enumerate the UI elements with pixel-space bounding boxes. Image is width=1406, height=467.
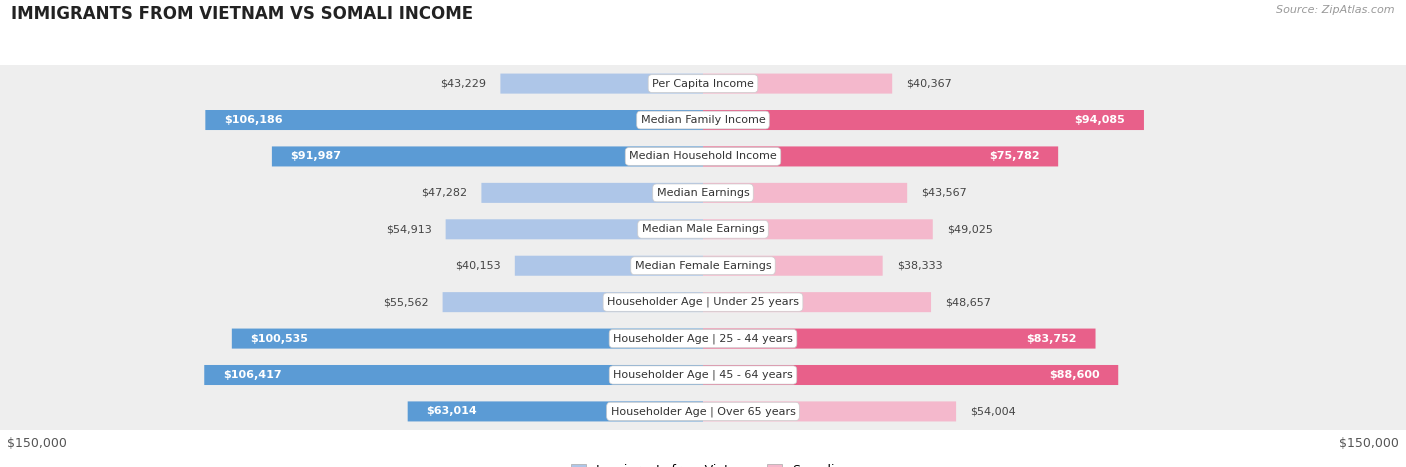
FancyBboxPatch shape [205,110,703,130]
Text: $100,535: $100,535 [250,333,308,344]
FancyBboxPatch shape [515,256,703,276]
Text: Householder Age | 45 - 64 years: Householder Age | 45 - 64 years [613,370,793,380]
Text: $43,229: $43,229 [440,78,486,89]
FancyBboxPatch shape [703,219,932,239]
FancyBboxPatch shape [443,292,703,312]
Text: Per Capita Income: Per Capita Income [652,78,754,89]
FancyBboxPatch shape [501,74,703,93]
FancyBboxPatch shape [204,365,703,385]
Text: Source: ZipAtlas.com: Source: ZipAtlas.com [1277,5,1395,14]
Text: $54,004: $54,004 [970,406,1017,417]
Text: Median Household Income: Median Household Income [628,151,778,162]
FancyBboxPatch shape [481,183,703,203]
Text: $55,562: $55,562 [382,297,429,307]
Text: Median Family Income: Median Family Income [641,115,765,125]
Text: Median Male Earnings: Median Male Earnings [641,224,765,234]
Text: $47,282: $47,282 [422,188,467,198]
Text: $49,025: $49,025 [946,224,993,234]
Text: $83,752: $83,752 [1026,333,1077,344]
Text: $94,085: $94,085 [1074,115,1125,125]
FancyBboxPatch shape [408,402,703,421]
FancyBboxPatch shape [703,74,893,93]
Text: $63,014: $63,014 [426,406,477,417]
Text: Median Female Earnings: Median Female Earnings [634,261,772,271]
Text: $40,367: $40,367 [907,78,952,89]
Text: $75,782: $75,782 [988,151,1039,162]
Text: $91,987: $91,987 [291,151,342,162]
Text: Median Earnings: Median Earnings [657,188,749,198]
FancyBboxPatch shape [703,183,907,203]
Text: Householder Age | Under 25 years: Householder Age | Under 25 years [607,297,799,307]
FancyBboxPatch shape [232,329,703,348]
Text: $40,153: $40,153 [456,261,501,271]
Text: $48,657: $48,657 [945,297,991,307]
FancyBboxPatch shape [703,329,1095,348]
FancyBboxPatch shape [703,292,931,312]
Text: $54,913: $54,913 [385,224,432,234]
FancyBboxPatch shape [703,147,1059,166]
Text: IMMIGRANTS FROM VIETNAM VS SOMALI INCOME: IMMIGRANTS FROM VIETNAM VS SOMALI INCOME [11,5,474,23]
Text: $106,417: $106,417 [224,370,281,380]
Legend: Immigrants from Vietnam, Somali: Immigrants from Vietnam, Somali [567,459,839,467]
FancyBboxPatch shape [703,256,883,276]
Text: $150,000: $150,000 [1339,437,1399,450]
FancyBboxPatch shape [703,365,1118,385]
Text: $43,567: $43,567 [921,188,967,198]
Text: $88,600: $88,600 [1049,370,1099,380]
Text: $106,186: $106,186 [224,115,283,125]
FancyBboxPatch shape [446,219,703,239]
FancyBboxPatch shape [703,110,1144,130]
Text: Householder Age | 25 - 44 years: Householder Age | 25 - 44 years [613,333,793,344]
Text: $150,000: $150,000 [7,437,67,450]
FancyBboxPatch shape [271,147,703,166]
Text: Householder Age | Over 65 years: Householder Age | Over 65 years [610,406,796,417]
Text: $38,333: $38,333 [897,261,942,271]
FancyBboxPatch shape [703,402,956,421]
